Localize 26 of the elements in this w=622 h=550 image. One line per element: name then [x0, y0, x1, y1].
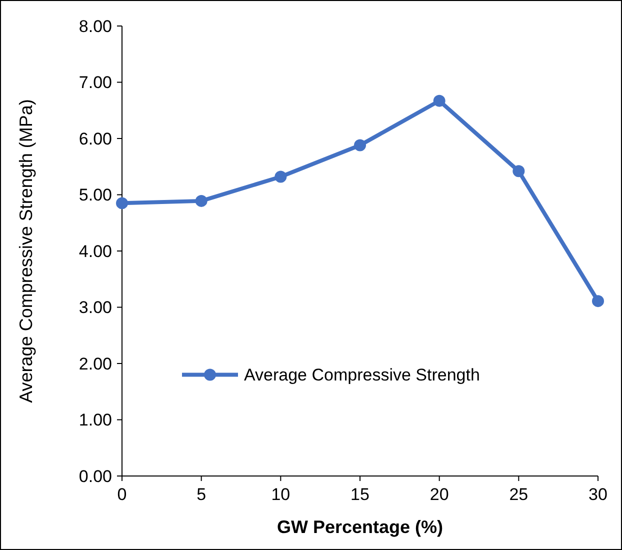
y-tick-label: 4.00: [78, 242, 112, 261]
point: [116, 197, 128, 210]
point: [195, 194, 208, 207]
y-tick-label: 2.00: [78, 354, 112, 374]
point: [592, 295, 604, 308]
x-tick-label: 0: [117, 485, 127, 504]
point: [433, 94, 446, 107]
y-tick-label: 7.00: [78, 73, 112, 92]
y-tick-label: 5.00: [78, 186, 112, 205]
y-tick-label: 3.00: [78, 298, 112, 318]
x-tick-label: 20: [430, 485, 449, 504]
y-tick-label: 0.00: [78, 466, 112, 486]
point: [512, 165, 525, 178]
x-tick-label: 25: [509, 485, 528, 504]
legend-label: Average Compressive Strength: [244, 366, 480, 385]
point: [354, 139, 366, 152]
x-tick-label: 30: [588, 485, 608, 504]
y-tick-label: 1.00: [78, 410, 112, 430]
x-tick-label: 15: [350, 485, 370, 504]
y-axis-title: Average Compressive Strength (MPa): [16, 99, 36, 403]
x-axis-title: GW Percentage (%): [276, 517, 444, 537]
x-tick-label: 10: [271, 485, 290, 504]
y-tick-label: 8.00: [78, 16, 112, 36]
y-tick-label: 6.00: [78, 129, 112, 148]
point: [274, 170, 287, 183]
x-tick-label: 5: [196, 485, 206, 504]
